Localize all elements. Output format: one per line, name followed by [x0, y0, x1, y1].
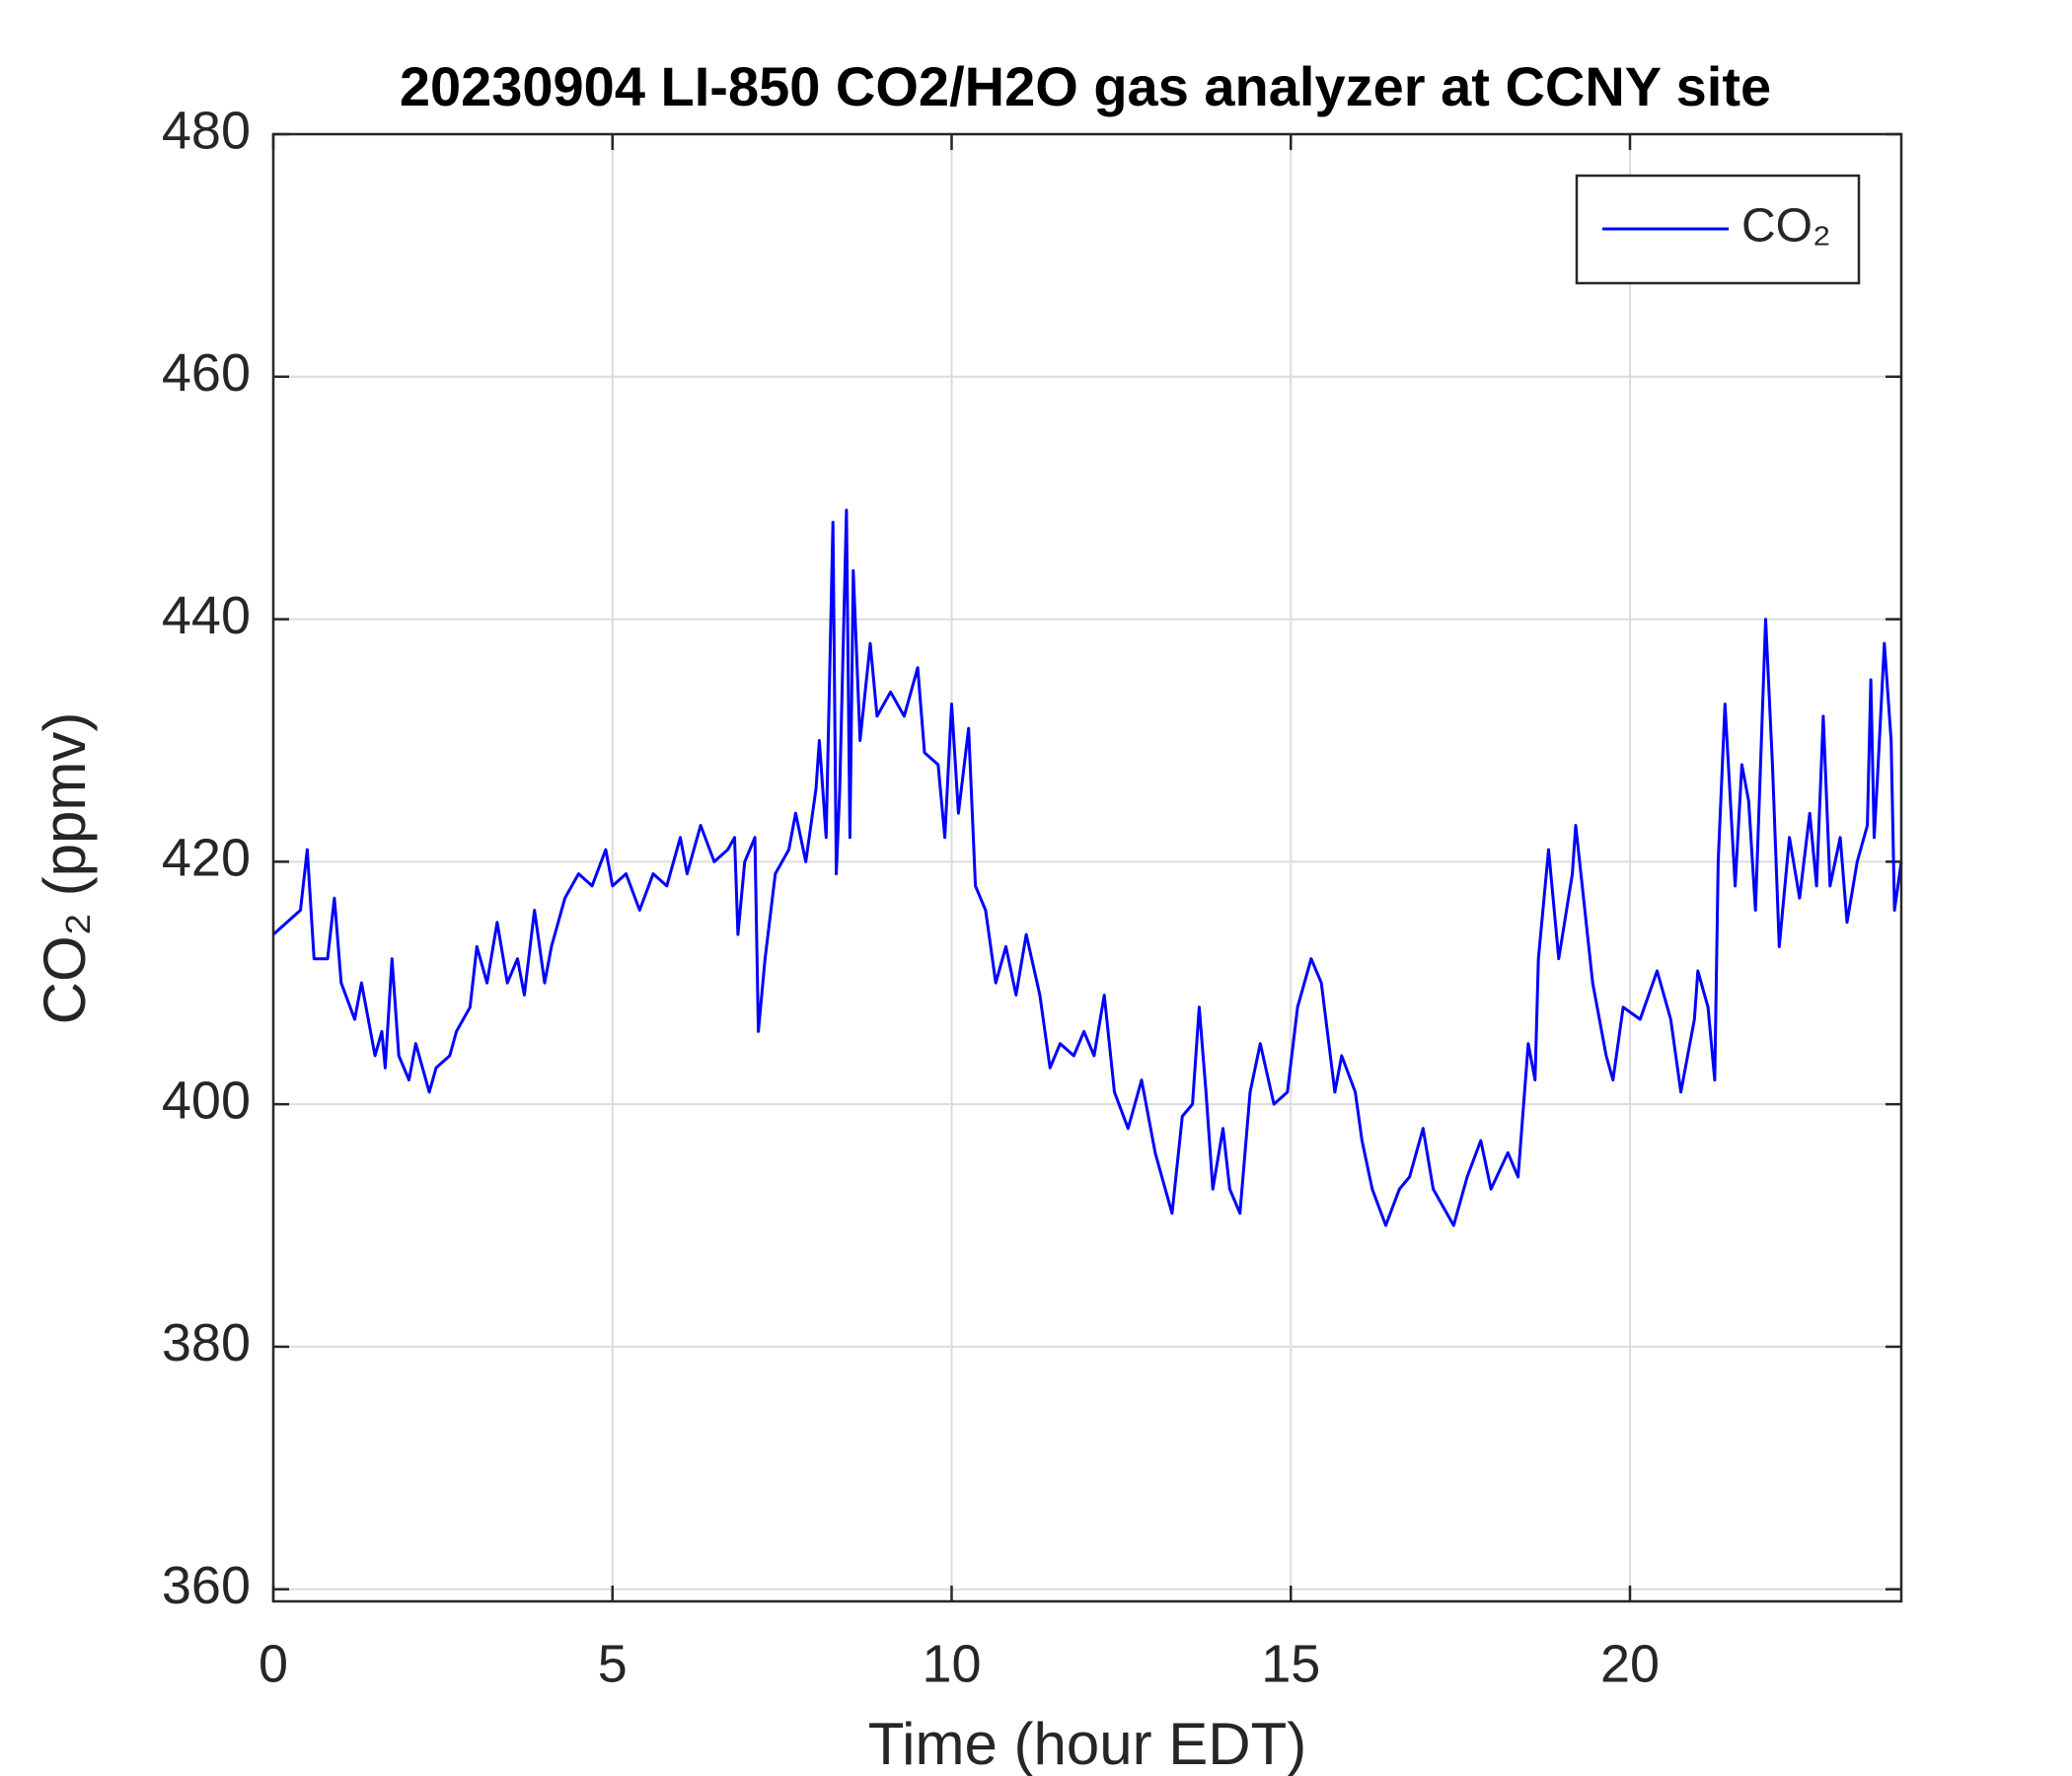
- x-tick-label: 0: [259, 1634, 288, 1693]
- y-tick-label: 460: [162, 343, 251, 403]
- y-tick-label: 380: [162, 1313, 251, 1372]
- y-tick-label: 480: [162, 101, 251, 160]
- x-tick-label: 5: [598, 1634, 628, 1693]
- x-tick-label: 15: [1261, 1634, 1320, 1693]
- axes-box: [271, 132, 1903, 1603]
- x-axis-label: Time (hour EDT): [868, 1711, 1307, 1776]
- chart-title: 20230904 LI-850 CO2/H2O gas analyzer at …: [400, 55, 1771, 117]
- y-tick-label: 440: [162, 586, 251, 645]
- legend-label: CO₂: [1741, 200, 1831, 253]
- data-line: [271, 508, 1903, 1227]
- x-tick-label: 10: [922, 1634, 981, 1693]
- y-tick-label: 360: [162, 1556, 251, 1615]
- y-tick-label: 400: [162, 1071, 251, 1130]
- y-axis-label: CO₂ (ppmv): [32, 712, 98, 1025]
- y-tick-label: 420: [162, 829, 251, 888]
- x-tick-label: 20: [1600, 1634, 1660, 1693]
